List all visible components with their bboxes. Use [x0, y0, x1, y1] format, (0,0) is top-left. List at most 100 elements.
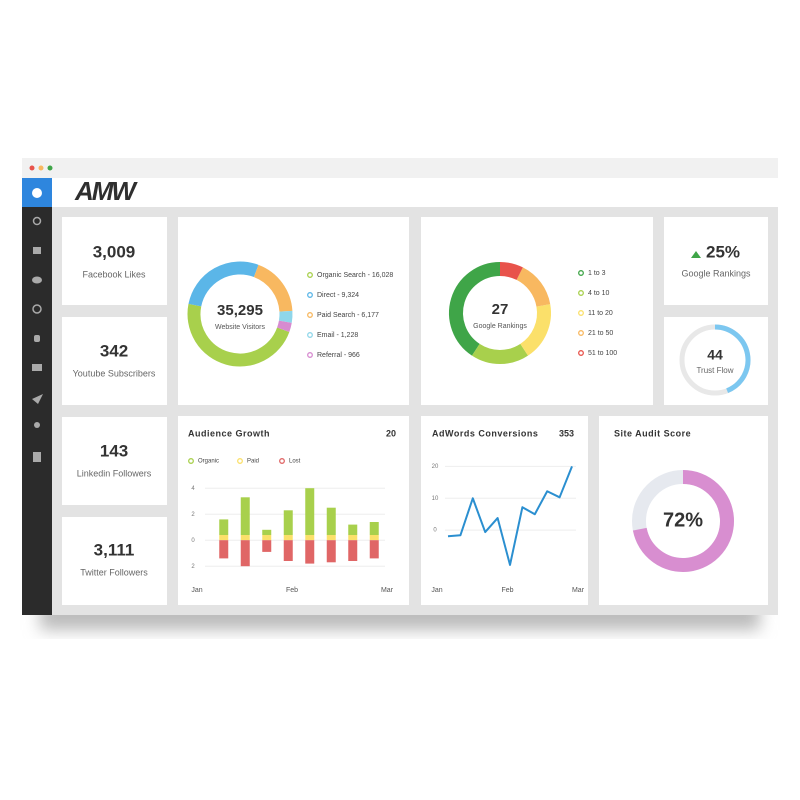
donut-segment	[471, 343, 529, 364]
bar	[369, 522, 379, 535]
card-title: AdWords Conversions	[432, 428, 538, 438]
bar	[305, 488, 315, 535]
y-tick-label: 2	[191, 564, 195, 570]
legend-marker	[307, 332, 313, 338]
legend-marker	[188, 458, 194, 464]
donut-label: Website Visitors	[215, 324, 265, 331]
card	[62, 217, 167, 305]
card-title: Site Audit Score	[614, 428, 691, 438]
window-dot	[29, 165, 35, 171]
donut-segment	[277, 320, 292, 332]
gauge-value: 72%	[663, 509, 703, 531]
bar	[326, 507, 336, 535]
bar	[219, 540, 229, 559]
legend-marker	[307, 272, 313, 278]
stat-value: 3,111	[94, 540, 135, 559]
y-tick-label: 10	[432, 496, 439, 502]
mail-icon[interactable]	[32, 364, 42, 371]
bar	[262, 540, 272, 552]
donut-segment	[278, 310, 293, 323]
bar	[369, 535, 379, 541]
card	[178, 416, 409, 605]
legend-label: Organic Search - 16,028	[317, 272, 393, 279]
donut-total: 35,295	[217, 302, 263, 319]
bar	[240, 497, 250, 535]
legend-label: Direct - 9,324	[317, 292, 359, 299]
x-tick-label: Feb	[286, 587, 298, 594]
legend-marker	[578, 350, 584, 356]
legend-label: Paid Search - 6,177	[317, 312, 379, 319]
dashboard-icon	[32, 188, 42, 198]
bar	[240, 535, 250, 541]
clipboard-icon[interactable]	[33, 452, 41, 462]
legend-marker	[307, 312, 313, 318]
chat-icon[interactable]	[32, 276, 42, 284]
legend-label: 11 to 20	[588, 310, 613, 317]
sidebar-icons	[32, 216, 43, 462]
card	[62, 517, 167, 605]
bar	[240, 540, 250, 567]
card	[664, 217, 768, 305]
gauge-label: Trust Flow	[696, 366, 733, 375]
stat-value: 3,009	[93, 242, 136, 261]
logo: AMW	[74, 176, 138, 206]
card	[62, 417, 167, 505]
bar	[283, 510, 293, 535]
donut-segment	[516, 267, 551, 307]
send-icon[interactable]	[32, 394, 43, 404]
search-icon[interactable]	[32, 216, 42, 226]
donut-segment	[520, 304, 551, 356]
bar	[326, 540, 336, 563]
bar	[219, 535, 229, 541]
y-tick-label: 4	[191, 486, 195, 492]
stat-value: 342	[100, 341, 128, 360]
y-tick-label: 20	[432, 464, 439, 470]
legend-label: 1 to 3	[588, 270, 606, 277]
legend-marker	[578, 270, 584, 276]
card	[62, 317, 167, 405]
donut-total: 27	[492, 301, 509, 318]
sidebar	[22, 178, 52, 615]
y-tick-label: 2	[191, 512, 195, 518]
legend-marker	[237, 458, 243, 464]
donut-segment	[499, 262, 523, 281]
legend-label: 21 to 50	[588, 330, 613, 337]
bar	[348, 540, 358, 561]
donut-label: Google Rankings	[473, 323, 527, 330]
bar	[369, 540, 379, 559]
at-icon[interactable]	[32, 304, 42, 314]
legend-label: Email - 1,228	[317, 332, 358, 339]
y-tick-label: 0	[433, 528, 437, 534]
phone-icon[interactable]	[34, 335, 40, 342]
x-tick-label: Mar	[381, 587, 394, 594]
card	[178, 217, 409, 405]
user-icon[interactable]	[34, 422, 40, 428]
legend-label: Referral - 966	[317, 352, 360, 359]
legend-marker	[578, 330, 584, 336]
legend-label: Paid	[247, 459, 259, 465]
stat-value: 25%	[706, 242, 740, 261]
stat-label: Facebook Likes	[82, 269, 146, 279]
bar	[219, 519, 229, 535]
x-tick-label: Feb	[501, 587, 513, 594]
window-dot	[38, 165, 44, 171]
x-tick-label: Jan	[191, 587, 202, 594]
chart-icon[interactable]	[33, 247, 41, 254]
up-arrow	[691, 251, 701, 258]
legend-marker	[279, 458, 285, 464]
y-tick-label: 0	[191, 538, 195, 544]
card	[421, 416, 588, 605]
bar	[326, 535, 336, 541]
cards	[62, 217, 768, 605]
bar	[283, 540, 293, 561]
bar	[305, 540, 315, 564]
card-total: 20	[386, 428, 396, 438]
legend-label: 4 to 10	[588, 290, 610, 297]
card	[599, 416, 768, 605]
stat-label: Twitter Followers	[80, 567, 148, 577]
gauge-value: 44	[707, 347, 723, 363]
stat-label: Linkedin Followers	[77, 468, 152, 478]
card-total: 353	[559, 428, 574, 438]
